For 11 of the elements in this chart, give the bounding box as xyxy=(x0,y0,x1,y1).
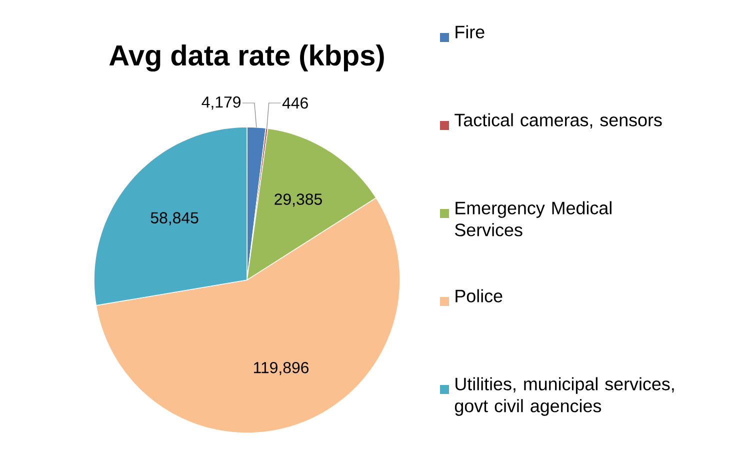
data-label: 446 xyxy=(282,97,308,109)
data-label: 58,845 xyxy=(150,212,198,226)
legend-label: Tactical cameras, sensors xyxy=(454,113,662,128)
legend-label: Fire xyxy=(456,25,484,38)
data-label: 4,179 xyxy=(202,96,240,110)
legend-label: Utilities, municipal services, govt civil agencies xyxy=(454,377,674,416)
data-label: 119,896 xyxy=(254,362,309,376)
legend-label: Police xyxy=(456,289,502,302)
data-label: 29,385 xyxy=(274,194,322,207)
text: Avg data rate (kbps) xyxy=(109,44,384,72)
legend-label: Emergency Medical Services xyxy=(455,201,612,236)
